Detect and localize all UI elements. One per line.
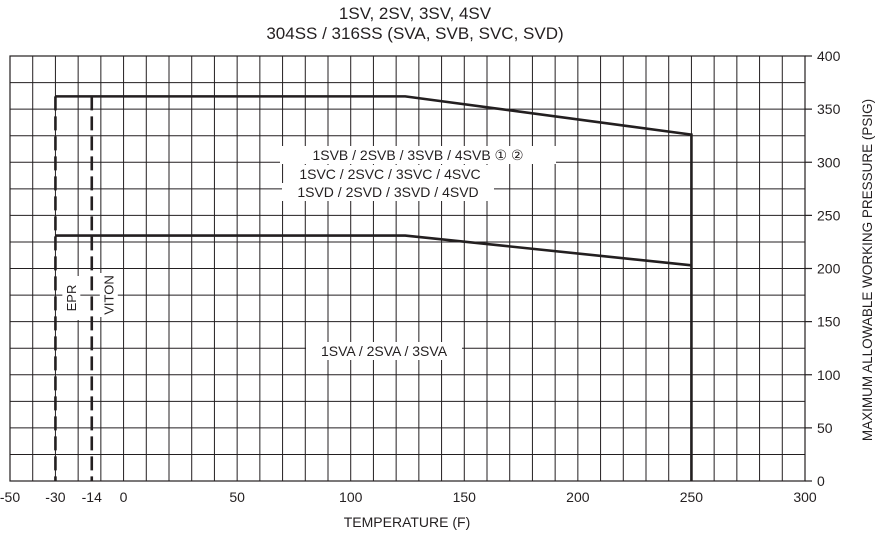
y-tick-label: 200 [817,261,841,277]
series-lines [54,95,693,481]
series-2-label: 1SVA / 2SVA / 3SVA [321,343,448,359]
series-1-label-line2: 1SVC / 2SVC / 3SVC / 4SVC [299,166,480,182]
chart-subtitle: 304SS / 316SS (SVA, SVB, SVC, SVD) [266,24,564,43]
y-tick-label: 50 [817,420,833,436]
series-line-2 [55,234,692,267]
y-tick-label: 350 [817,101,841,117]
axes: -50 -30 -14 0 50 100 150 200 250 3000501001502002… [0,48,841,505]
labels: TEMPERATURE (F) MAXIMUM ALLOWABLE WORKIN… [62,99,875,530]
epr-label-bg [62,276,81,320]
series-line-1 [55,95,693,481]
x-tick-label: 150 [453,489,477,505]
epr-label: EPR [64,285,79,312]
y-tick-label: 400 [817,48,841,64]
series-1-label-line3-bg [282,183,494,201]
series-1-label-line2-bg [284,165,496,183]
viton-label: VITON [101,275,116,315]
x-tick-label: 250 [680,489,704,505]
chart-title: 1SV, 2SV, 3SV, 4SV [338,4,492,23]
x-tick-label: 0 [120,489,128,505]
grid [9,55,806,482]
x-tick-label: 100 [339,489,363,505]
series-2-label-bg [306,342,462,360]
y-tick-label: 100 [817,367,841,383]
y-tick-label: 300 [817,154,841,170]
y-tick-label: 0 [817,473,825,489]
series-1-label-line1-bg [280,146,556,164]
x-tick-label: 200 [566,489,590,505]
y-tick-label: 150 [817,314,841,330]
x-tick-label: 300 [793,489,817,505]
x-tick-label: -14 [82,489,102,505]
x-tick-label: 50 [229,489,245,505]
y-tick-label: 250 [817,207,841,223]
x-tick-label: -50 [0,489,20,505]
viton-label-bg [99,273,118,317]
series-1-label-line3: 1SVD / 2SVD / 3SVD / 4SVD [297,184,478,200]
y-axis-label: MAXIMUM ALLOWABLE WORKING PRESSURE (PSIG… [860,99,875,441]
x-axis-label: TEMPERATURE (F) [344,514,471,530]
series-1-label-line1: 1SVB / 2SVB / 3SVB / 4SVB ① ② [312,147,523,163]
x-tick-label: -30 [45,489,65,505]
